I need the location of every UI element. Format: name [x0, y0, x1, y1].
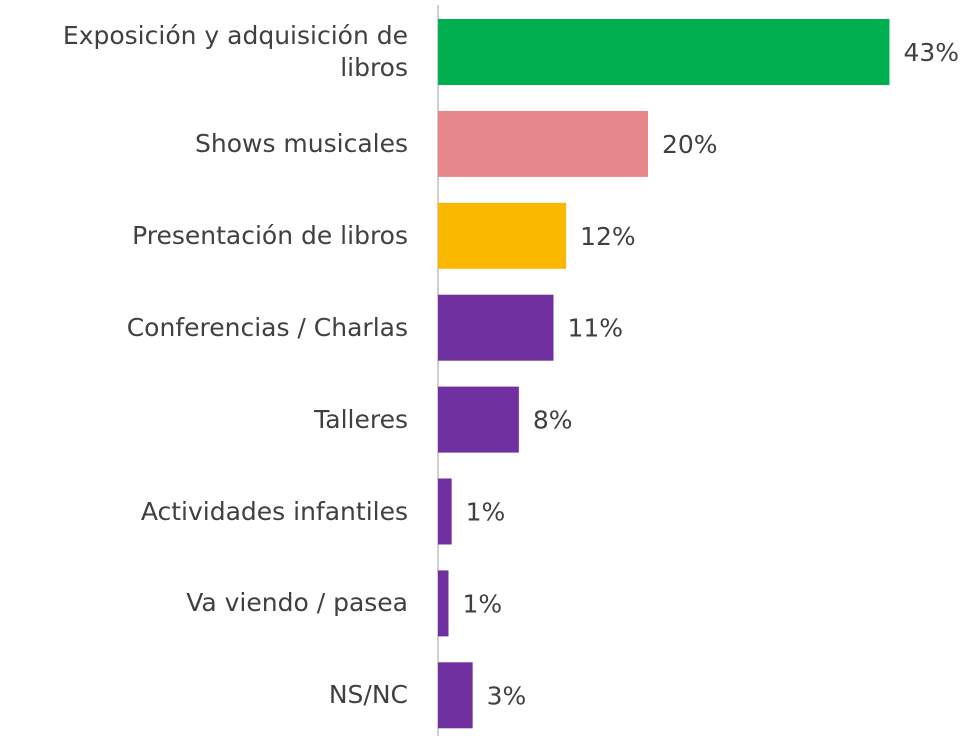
- category-label: Exposición y adquisición de libros: [62, 21, 408, 82]
- bar: [438, 294, 554, 361]
- value-label: 3%: [487, 681, 527, 710]
- value-label: 8%: [533, 406, 573, 435]
- category-label: Va viendo / pasea: [186, 588, 408, 618]
- bar: [438, 110, 648, 177]
- value-label: 1%: [466, 498, 506, 527]
- value-label: 43%: [904, 38, 960, 67]
- bar: [438, 570, 449, 637]
- value-label: 1%: [463, 589, 503, 618]
- value-label: 12%: [580, 222, 636, 251]
- category-label: Conferencias / Charlas: [126, 312, 408, 342]
- value-label: 11%: [568, 314, 624, 343]
- category-label: Actividades infantiles: [140, 496, 408, 526]
- bar: [438, 478, 452, 545]
- category-label: Presentación de libros: [132, 220, 408, 250]
- category-label: Talleres: [314, 404, 408, 434]
- category-label: Shows musicales: [194, 128, 408, 158]
- bar: [438, 662, 473, 729]
- bar: [438, 386, 519, 453]
- bar: [438, 202, 567, 269]
- category-label: NS/NC: [328, 680, 408, 710]
- value-label: 20%: [662, 130, 718, 159]
- bar: [438, 19, 890, 85]
